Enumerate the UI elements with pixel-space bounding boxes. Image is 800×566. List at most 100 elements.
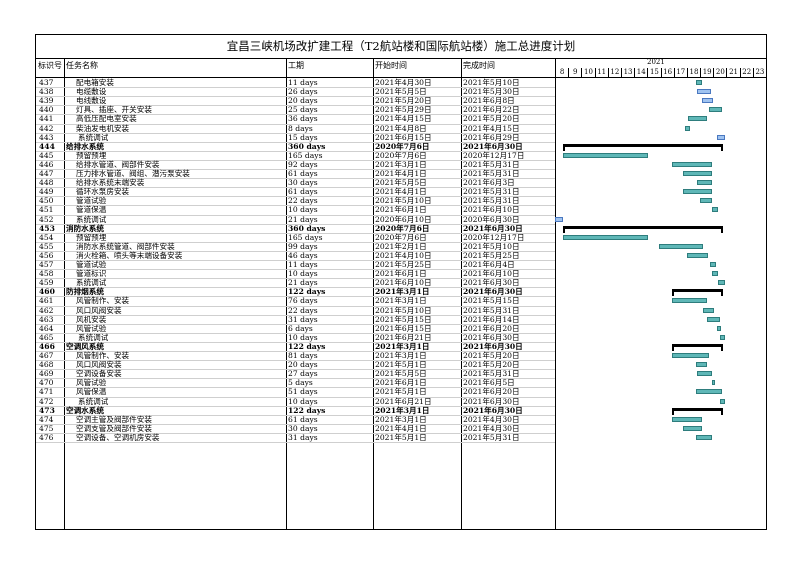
table-row[interactable]: 466 空调风系统 122 days 2021年3月1日 2021年6月30日 (36, 342, 555, 351)
task-duration: 25 days (288, 105, 318, 115)
table-row[interactable]: 455 消防水系统管道、阀部件安装 99 days 2021年2月1日 2021年5月1… (36, 242, 555, 251)
table-row[interactable]: 456 消火栓箱、喷头等末端设备安装 46 days 2021年4月10日 2021年5… (36, 251, 555, 260)
header-finish[interactable]: 完成时间 (461, 58, 555, 78)
table-row[interactable]: 446 给排水管道、阀部件安装 92 days 2021年3月1日 2021年5月31日 (36, 160, 555, 169)
gantt-task-bar[interactable] (719, 334, 726, 340)
table-row[interactable]: 461 风管制作、安装 76 days 2021年3月1日 2021年5月15日 (36, 296, 555, 305)
table-row[interactable]: 445 预留预埋 165 days 2020年7月6日 2020年12月17日 (36, 151, 555, 160)
table-row[interactable]: 439 电线敷设 20 days 2021年5月20日 2021年6月8日 (36, 96, 555, 105)
gantt-task-bar[interactable] (555, 216, 564, 222)
gantt-task-bar[interactable] (710, 262, 717, 267)
task-name: 预留预埋 (76, 150, 107, 160)
table-row[interactable]: 465 系统调试 10 days 2021年6月21日 2021年6月30日 (36, 333, 555, 342)
table-row[interactable]: 440 灯具、插座、开关安装 25 days 2021年5月29日 2021年6月22日 (36, 105, 555, 114)
table-row[interactable]: 476 空调设备、空调机房安装 31 days 2021年5月1日 2021年5月31日 (36, 433, 555, 442)
header-start[interactable]: 开始时间 (373, 58, 461, 78)
gantt-task-bar[interactable] (685, 125, 691, 131)
gantt-task-bar[interactable] (658, 243, 704, 249)
gantt-task-bar[interactable] (697, 89, 712, 95)
task-finish: 2021年5月15日 (463, 296, 520, 306)
gantt-task-bar[interactable] (719, 398, 726, 404)
table-row[interactable]: 447 压力排水管道、阀组、潜污泵安装 61 days 2021年4月1日 2021年5… (36, 169, 555, 178)
task-duration: 61 days (288, 169, 318, 178)
table-row[interactable]: 474 空调主管及阀部件安装 61 days 2021年3月1日 2021年4月30日 (36, 415, 555, 424)
table-row[interactable]: 443 系统调试 15 days 2021年6月15日 2021年6月29日 (36, 133, 555, 142)
task-finish: 2021年4月15日 (463, 123, 520, 133)
table-row[interactable]: 471 风管保温 51 days 2021年5月1日 2021年6月20日 (36, 387, 555, 396)
gantt-task-bar[interactable] (697, 180, 713, 186)
gantt-task-bar[interactable] (709, 107, 723, 113)
gantt-task-bar[interactable] (683, 189, 713, 195)
row-divider (36, 414, 555, 416)
timeline-month: 16 (660, 68, 674, 77)
table-row[interactable]: 452 系统调试 21 days 2020年6月10日 2020年6月30日 (36, 215, 555, 224)
table-row[interactable]: 472 系统调试 10 days 2021年6月21日 2021年6月30日 (36, 397, 555, 406)
gantt-task-bar[interactable] (563, 234, 648, 240)
gantt-summary-bar[interactable] (563, 143, 724, 151)
gantt-task-bar[interactable] (702, 98, 714, 104)
gantt-task-bar[interactable] (695, 389, 723, 395)
gantt-task-bar[interactable] (712, 207, 718, 213)
gantt-task-bar[interactable] (703, 307, 714, 313)
gantt-task-bar[interactable] (706, 316, 721, 322)
gantt-task-bar[interactable] (686, 252, 709, 258)
table-row[interactable]: 441 高低压配电室安装 36 days 2021年4月15日 2021年5月20日 (36, 114, 555, 123)
task-duration: 20 days (288, 360, 318, 370)
gantt-task-bar[interactable] (695, 80, 703, 85)
gantt-task-bar[interactable] (712, 271, 718, 277)
table-row[interactable]: 451 管道保温 10 days 2021年6月1日 2021年6月10日 (36, 205, 555, 214)
header-id[interactable]: 标识号 (36, 58, 64, 78)
table-row[interactable]: 464 风管试验 6 days 2021年6月15日 2021年6月20日 (36, 324, 555, 333)
table-row[interactable]: 438 电缆敷设 26 days 2021年5月5日 2021年5月30日 (36, 87, 555, 96)
table-row[interactable]: 468 风口风阀安装 20 days 2021年5月1日 2021年5月20日 (36, 360, 555, 369)
table-row[interactable]: 453 消防水系统 360 days 2020年7月6日 2021年6月30日 (36, 224, 555, 233)
gantt-task-bar[interactable] (695, 362, 707, 368)
gantt-task-bar[interactable] (697, 371, 713, 377)
task-id: 461 (39, 296, 54, 306)
col-divider (461, 58, 462, 529)
gantt-summary-bar[interactable] (672, 289, 724, 297)
gantt-task-bar[interactable] (716, 134, 726, 140)
table-row[interactable]: 458 管道标识 10 days 2021年6月1日 2021年6月10日 (36, 269, 555, 278)
gantt-summary-bar[interactable] (672, 343, 724, 351)
table-row[interactable]: 457 管道试验 11 days 2021年5月25日 2021年6月4日 (36, 260, 555, 269)
table-row[interactable]: 444 给排水系统 360 days 2020年7月6日 2021年6月30日 (36, 142, 555, 151)
gantt-task-bar[interactable] (672, 298, 707, 304)
table-row[interactable]: 459 系统调试 21 days 2021年6月10日 2021年6月30日 (36, 278, 555, 287)
table-row[interactable]: 473 空调水系统 122 days 2021年3月1日 2021年6月30日 (36, 406, 555, 415)
gantt-task-bar[interactable] (688, 116, 707, 122)
table-row[interactable]: 470 风管试验 5 days 2021年6月1日 2021年6月5日 (36, 378, 555, 387)
task-id: 463 (39, 314, 54, 324)
header-duration[interactable]: 工期 (286, 58, 373, 78)
gantt-summary-bar[interactable] (672, 407, 724, 415)
gantt-task-bar[interactable] (672, 353, 710, 358)
table-row[interactable]: 475 空调支管及阀部件安装 30 days 2021年4月1日 2021年4月30日 (36, 424, 555, 433)
header-name[interactable]: 任务名称 (64, 58, 286, 78)
gantt-task-bar[interactable] (683, 425, 703, 431)
gantt-task-bar[interactable] (699, 198, 713, 204)
table-row[interactable]: 437 配电箱安装 11 days 2021年4月30日 2021年5月10日 (36, 78, 555, 87)
table-row[interactable]: 469 空调设备安装 27 days 2021年5月5日 2021年5月31日 (36, 369, 555, 378)
table-row[interactable]: 463 风机安装 31 days 2021年5月15日 2021年6月14日 (36, 315, 555, 324)
table-row[interactable]: 454 预留预埋 165 days 2020年7月6日 2020年12月17日 (36, 233, 555, 242)
gantt-task-bar[interactable] (716, 325, 721, 331)
table-row[interactable]: 462 风口风阀安装 22 days 2021年5月10日 2021年5月31日 (36, 306, 555, 315)
table-row[interactable]: 448 给排水系统末端安装 30 days 2021年5月5日 2021年6月3日 (36, 178, 555, 187)
gantt-task-bar[interactable] (563, 152, 648, 158)
gantt-task-bar[interactable] (712, 380, 716, 386)
gantt-task-bar[interactable] (672, 161, 713, 167)
gantt-summary-bar[interactable] (563, 225, 724, 233)
table-row[interactable]: 467 风管制作、安装 81 days 2021年3月1日 2021年5月20日 (36, 351, 555, 360)
gantt-task-bar[interactable] (683, 171, 713, 176)
table-row[interactable]: 442 柴油发电机安装 8 days 2021年4月8日 2021年4月15日 (36, 124, 555, 133)
task-start: 2021年2月1日 (375, 241, 427, 251)
gantt-task-bar[interactable] (672, 416, 703, 422)
row-divider (36, 341, 555, 343)
row-divider (36, 241, 555, 243)
gantt-task-bar[interactable] (695, 434, 713, 440)
gantt-task-bar[interactable] (717, 280, 726, 286)
table-row[interactable]: 450 管道试验 22 days 2021年5月10日 2021年5月31日 (36, 196, 555, 205)
table-row[interactable]: 449 循环水泵房安装 61 days 2021年4月1日 2021年5月31日 (36, 187, 555, 196)
task-finish: 2021年5月31日 (463, 159, 520, 169)
table-row[interactable]: 460 防排烟系统 122 days 2021年3月1日 2021年6月30日 (36, 287, 555, 296)
